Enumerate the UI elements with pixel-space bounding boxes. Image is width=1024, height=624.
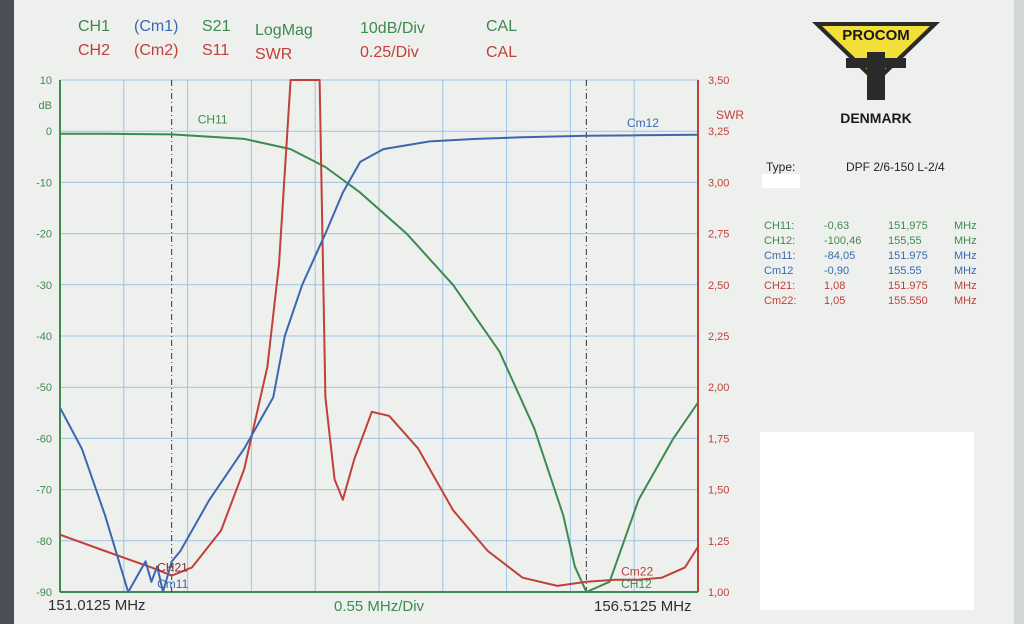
left-tick-label: 0: [46, 126, 52, 138]
logo-brand-text: PROCOM: [842, 27, 910, 44]
stop-frequency: 156.5125 MHz: [594, 598, 692, 615]
ch2-cal-label: CAL: [486, 44, 518, 61]
right-tick-label: 2,00: [708, 382, 729, 394]
measurement-value: -0,90: [824, 265, 850, 277]
right-tick-label: 1,50: [708, 485, 729, 497]
left-tick-label: -40: [36, 331, 52, 343]
right-tick-label: 1,75: [708, 433, 729, 445]
series-line-ch1: [60, 132, 699, 593]
measurement-freq: 151.975: [888, 250, 928, 262]
ch2-scale-label: 0.25/Div: [360, 44, 419, 61]
span-per-division: 0.55 MHz/Div: [334, 598, 425, 615]
left-tick-label: -60: [36, 433, 52, 445]
redacted-box-small: [762, 174, 800, 188]
right-tick-label: 1,25: [708, 536, 729, 548]
left-axis-unit: dB: [38, 100, 52, 112]
measurement-freq: 155.55: [888, 265, 922, 277]
right-axis-unit: SWR: [716, 108, 744, 122]
measurement-freq: 151,975: [888, 220, 928, 232]
measurement-freq: 155,55: [888, 235, 922, 247]
measurement-value: -84,05: [824, 250, 856, 262]
left-tick-label: -90: [36, 587, 52, 599]
measurement-label: CH12:: [764, 235, 796, 247]
curve-label: Cm12: [627, 116, 659, 130]
measurement-label: CH21:: [764, 280, 796, 292]
curve-label: CH12: [621, 577, 652, 591]
s21-label: S21: [202, 18, 231, 35]
left-tick-label: -80: [36, 536, 52, 548]
ch2-label: CH2: [78, 42, 111, 59]
logmag-label: LogMag: [255, 22, 313, 39]
dark-device-edge: [0, 0, 14, 624]
right-tick-label: 1,00: [708, 587, 729, 599]
right-tick-label: 3,00: [708, 177, 729, 189]
cm1-label: (Cm1): [134, 18, 179, 35]
series-line-ch2: [59, 79, 699, 587]
left-tick-label: -30: [36, 280, 52, 292]
right-tick-label: 2,50: [708, 280, 729, 292]
ch1-scale-label: 10dB/Div: [360, 20, 425, 37]
swr-label: SWR: [255, 46, 293, 63]
procom-logo: PROCOM DENMARK: [812, 22, 940, 126]
measurement-value: 1,08: [824, 280, 846, 292]
right-tick-label: 2,25: [708, 331, 729, 343]
measurement-label: Cm12: [764, 265, 794, 277]
ch1-cal-label: CAL: [486, 18, 518, 35]
measurement-value: -100,46: [824, 235, 862, 247]
measurement-freq: 151.975: [888, 280, 928, 292]
type-value: DPF 2/6-150 L-2/4: [846, 160, 945, 174]
redacted-box-large: [760, 432, 974, 610]
measurement-value: 1,05: [824, 295, 846, 307]
left-tick-label: -20: [36, 229, 52, 241]
measurement-value: -0,63: [824, 220, 850, 232]
type-label: Type:: [766, 160, 796, 174]
right-tick-label: 2,75: [708, 229, 729, 241]
start-frequency: 151.0125 MHz: [48, 597, 146, 614]
measurement-label: Cm11:: [764, 250, 796, 262]
measurement-unit: MHz: [954, 265, 977, 277]
paper-right-edge: [1014, 0, 1024, 624]
right-tick-label: 3,50: [708, 75, 729, 87]
logo-country-text: DENMARK: [840, 110, 912, 126]
measurement-unit: MHz: [954, 235, 977, 247]
measurement-unit: MHz: [954, 250, 977, 262]
left-tick-label: -10: [36, 177, 52, 189]
left-tick-label: -70: [36, 485, 52, 497]
curve-label: CH11: [198, 113, 228, 127]
cm2-label: (Cm2): [134, 42, 179, 59]
left-tick-label: 10: [40, 75, 52, 87]
curve-label: Cm22: [621, 565, 653, 579]
ch1-label: CH1: [78, 18, 111, 35]
measurement-unit: MHz: [954, 220, 977, 232]
curve-label: Cm11: [157, 577, 188, 591]
left-tick-label: -50: [36, 382, 52, 394]
s11-label: S11: [202, 42, 230, 59]
curve-label: CH21: [157, 561, 188, 575]
right-tick-label: 3,25: [708, 126, 729, 138]
measurement-unit: MHz: [954, 280, 977, 292]
measurement-label: CH11:: [764, 220, 795, 232]
measurement-unit: MHz: [954, 295, 977, 307]
series-line-cm1: [59, 133, 699, 593]
measurement-freq: 155.550: [888, 295, 928, 307]
measurement-label: Cm22:: [764, 295, 797, 307]
